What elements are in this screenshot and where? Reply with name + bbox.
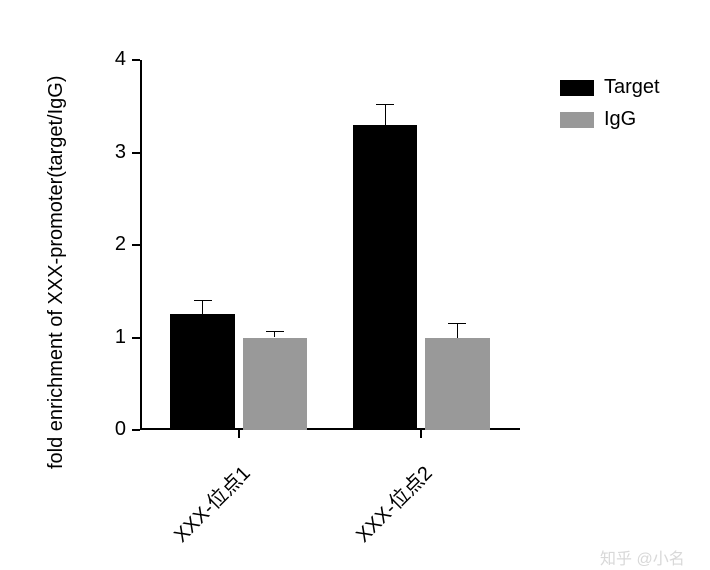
bar-target [170,314,235,430]
y-tick-label: 2 [96,233,126,256]
y-tick-label: 0 [96,418,126,441]
legend-swatch-igg [560,112,594,128]
y-axis-line [140,60,142,430]
y-tick-label: 3 [96,141,126,164]
bar-igg [243,338,308,431]
y-tick [132,429,140,431]
error-cap [194,300,212,301]
x-tick [420,430,422,438]
y-tick [132,152,140,154]
watermark: 知乎 @小名 [600,545,685,569]
legend-label-target: Target [604,76,660,99]
y-tick-label: 4 [96,48,126,71]
x-tick-label: XXX-位点1 [166,458,256,548]
x-tick [238,430,240,438]
y-axis-label: fold enrichment of XXX-promoter(target/I… [45,75,68,469]
legend-label-igg: IgG [604,108,636,131]
bar-igg [425,338,490,431]
x-tick-label: XXX-位点2 [348,458,438,548]
bar-target [353,125,418,430]
y-tick [132,59,140,61]
plot-area: 01234XXX-位点1XXX-位点2 [140,60,520,430]
y-tick [132,244,140,246]
chart-stage: fold enrichment of XXX-promoter(target/I… [0,0,710,570]
error-cap [448,323,466,324]
y-tick [132,337,140,339]
error-cap [376,104,394,105]
error-bar [202,301,203,315]
y-tick-label: 1 [96,326,126,349]
error-bar [274,332,275,338]
error-bar [385,104,386,124]
error-bar [457,324,458,338]
legend-swatch-target [560,80,594,96]
error-cap [266,331,284,332]
